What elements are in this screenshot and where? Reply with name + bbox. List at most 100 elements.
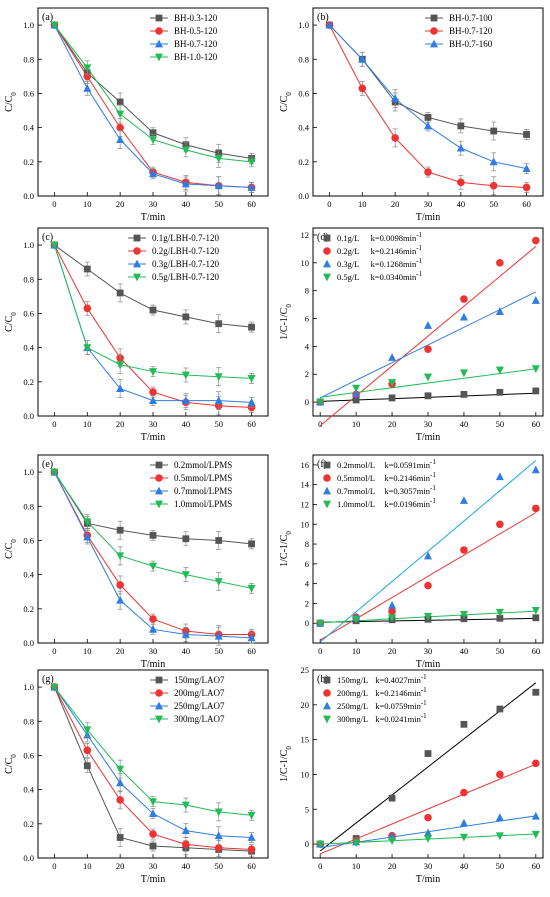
y-tick-label: 2 <box>305 598 309 608</box>
x-tick-label: 30 <box>149 419 158 429</box>
data-point <box>247 158 256 167</box>
data-point <box>388 353 397 361</box>
data-point <box>424 551 432 560</box>
x-tick-label: 20 <box>116 419 125 429</box>
legend-marker <box>133 259 141 268</box>
data-point <box>116 110 125 119</box>
data-point <box>215 320 223 328</box>
legend-marker <box>323 701 331 710</box>
y-tick-label: 0.0 <box>23 638 34 648</box>
data-point <box>531 811 540 820</box>
data-point <box>424 113 432 121</box>
legend-label: 0.5mmol/LPMS <box>174 473 232 483</box>
data-point <box>424 835 432 843</box>
y-tick-label: 0.4 <box>23 785 34 795</box>
y-tick-label: 1.0 <box>23 467 34 477</box>
legend-label: 0.7mmol/L <box>337 486 375 496</box>
y-tick-label: 12 <box>301 499 310 509</box>
legend-k-value: k=0.2146min-1 <box>371 244 423 256</box>
x-tick-label: 60 <box>247 646 256 656</box>
data-point <box>460 295 468 303</box>
legend-marker <box>155 500 163 509</box>
legend-label: 0.5mmol/L <box>337 473 375 483</box>
legend-label: 200mg/LAO7 <box>174 688 225 698</box>
legend-label: BH-0.7-100 <box>449 13 493 23</box>
y-tick-label: 0.4 <box>298 123 309 133</box>
data-point <box>149 306 157 314</box>
y-tick-label: 1.0 <box>298 20 309 30</box>
data-point <box>83 532 92 541</box>
data-point <box>214 578 223 586</box>
y-tick-label: 0.6 <box>298 88 309 98</box>
data-point <box>316 840 325 849</box>
data-point <box>496 520 504 529</box>
data-point <box>532 614 540 622</box>
legend-marker <box>155 53 163 62</box>
x-tick-label: 50 <box>214 861 223 871</box>
x-tick-label: 10 <box>83 419 92 429</box>
legend-label: 0.1g/L <box>337 233 359 243</box>
y-tick-label: 0.8 <box>23 716 34 726</box>
y-tick-label: 0.4 <box>23 123 34 133</box>
data-point <box>50 21 59 30</box>
chart-panel-5: 0 10 20 30 40 50 60 0 2 4 6 8 10 12 14 16 T/min 1/C-1/C0 (… <box>279 454 544 670</box>
data-point <box>457 122 465 130</box>
data-point <box>495 366 504 375</box>
data-point <box>182 840 190 849</box>
legend-k-value: k=0.2146min-1 <box>375 686 427 698</box>
y-tick-label: 0.0 <box>23 411 34 421</box>
data-point <box>149 169 157 178</box>
data-point <box>50 468 59 477</box>
y-tick-label: 14 <box>301 480 310 490</box>
y-tick-label: 6 <box>305 559 309 569</box>
y-tick-label: 1.0 <box>23 240 34 250</box>
x-tick-label: 0 <box>318 861 322 871</box>
data-point <box>496 770 504 779</box>
panel-label: (b) <box>317 12 329 23</box>
data-point <box>181 146 190 155</box>
series-line <box>53 471 252 639</box>
x-tick-label: 40 <box>457 199 466 209</box>
y-axis-label: C/C0 <box>4 539 18 559</box>
y-tick-label: 12 <box>301 230 310 240</box>
legend-label: 0.5g/LBH-0.7-120 <box>152 272 219 282</box>
data-point <box>532 759 540 768</box>
x-tick-label: 30 <box>149 861 158 871</box>
chart-panel-1: 0 10 20 30 40 50 60 0.0 0.2 0.4 0.6 0.8 1.0 T/min C/C0… <box>279 7 544 223</box>
y-tick-label: 16 <box>301 460 310 470</box>
x-tick-label: 0 <box>318 646 322 656</box>
data-point <box>247 183 256 191</box>
data-point <box>116 289 124 297</box>
data-point <box>459 833 468 842</box>
data-point <box>182 535 190 543</box>
y-tick-label: 10 <box>301 769 310 779</box>
data-point <box>181 826 190 835</box>
x-tick-label: 60 <box>247 419 256 429</box>
legend-k-value: k=0.2146min-1 <box>384 471 436 483</box>
legend-k-value: k=0.0340min-1 <box>371 270 423 282</box>
data-point <box>247 584 256 593</box>
y-axis-label: 1/C-1/C0 <box>279 746 293 782</box>
y-tick-label: 10 <box>301 519 310 529</box>
chart-panel-6: 0 10 20 30 40 50 60 0.0 0.2 0.4 0.6 0.8 1.0 T/min C/C0… <box>4 669 269 885</box>
y-tick-label: 4 <box>305 579 310 589</box>
x-tick-label: 40 <box>182 199 191 209</box>
data-point <box>531 465 540 474</box>
data-point <box>424 392 432 400</box>
data-point <box>459 610 468 619</box>
legend-marker <box>323 500 331 509</box>
legend-label: 0.3g/LBH-0.7-120 <box>152 259 219 269</box>
data-point <box>116 765 125 774</box>
y-tick-label: 6 <box>305 314 309 324</box>
data-point <box>149 842 157 850</box>
data-point <box>459 818 468 827</box>
x-tick-label: 50 <box>496 646 505 656</box>
x-tick-label: 30 <box>149 199 158 209</box>
legend-marker <box>155 701 163 710</box>
legend-marker <box>155 715 163 724</box>
y-tick-label: 0.8 <box>23 501 34 511</box>
x-tick-label: 10 <box>83 646 92 656</box>
y-axis-label: 1/C-1/C0 <box>279 531 293 567</box>
data-point <box>424 345 432 353</box>
